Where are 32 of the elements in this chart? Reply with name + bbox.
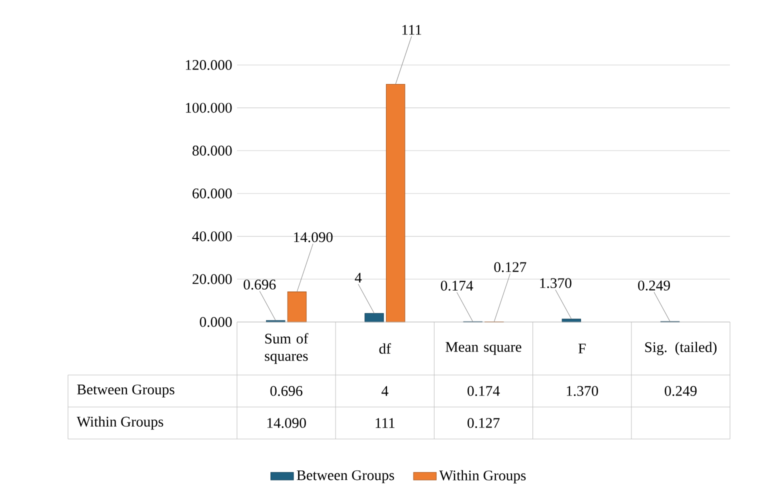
text: 111 [402,24,422,35]
text: 14.090 [294,232,333,242]
data-label: 0.696 [270,386,302,396]
data-label: 1.370 [566,386,598,396]
data-label: 4 [382,386,388,396]
text: 0.696 [244,280,276,290]
text: Between Groups [77,384,174,398]
legend-label: Between Groups [296,470,394,484]
x-tick-label: Sum of squares [264,333,308,364]
data-label: 0.174 [468,386,500,396]
x-tick-label: F [578,344,586,354]
y-tick-label: 80.000 [192,146,232,156]
y-tick-label: 100.000 [186,102,232,113]
data-label: 0.127 [468,418,500,428]
x-tick-label: Sig. (tailed) [645,342,717,356]
text: 0.174 [440,280,474,291]
data-label: 14.090 [267,418,306,428]
y-tick-label: 60.000 [192,188,232,198]
y-tick-label: 20.000 [192,274,232,284]
text: 0.249 [638,280,670,291]
text: 1.370 [540,278,572,288]
x-tick-label: Mean square [446,342,522,355]
text: Within Groups [76,416,164,430]
text: 0.127 [494,262,526,272]
y-tick-label: 120.000 [186,60,232,70]
legend-label: Within Groups [439,470,526,484]
text: 4 [354,272,362,282]
y-tick-label: 0.000 [200,317,232,327]
x-tick-label: df [379,343,391,354]
data-label: 111 [376,418,394,428]
y-tick-label: 40.000 [192,231,232,242]
data-label: 0.249 [664,386,697,396]
